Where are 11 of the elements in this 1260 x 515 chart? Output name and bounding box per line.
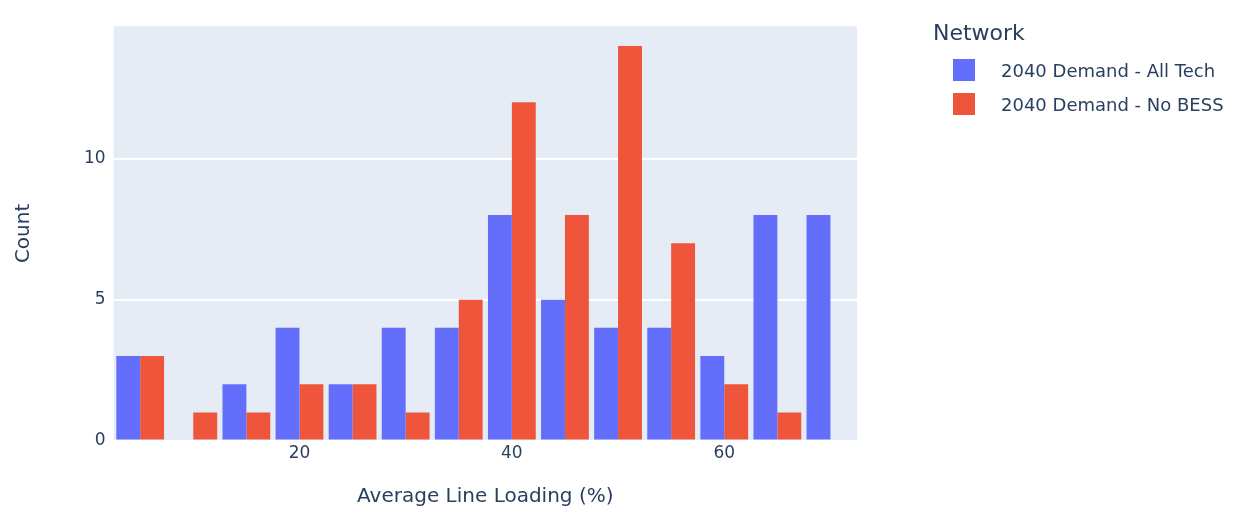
x-tick-label: 40 <box>501 442 523 463</box>
legend-title: Network <box>933 20 1026 45</box>
x-tick-label: 60 <box>713 442 736 463</box>
x-tick-label: 20 <box>288 442 311 463</box>
y-tick-label: 10 <box>83 147 106 168</box>
y-axis-title: Count <box>10 203 35 264</box>
legend-label: 2040 Demand - No BESS <box>1001 93 1224 115</box>
y-tick-label: 0 <box>94 429 106 450</box>
legend-label: 2040 Demand - All Tech <box>1001 59 1216 81</box>
y-tick-label: 5 <box>94 288 106 309</box>
x-axis-title: Average Line Loading (%) <box>357 483 614 508</box>
